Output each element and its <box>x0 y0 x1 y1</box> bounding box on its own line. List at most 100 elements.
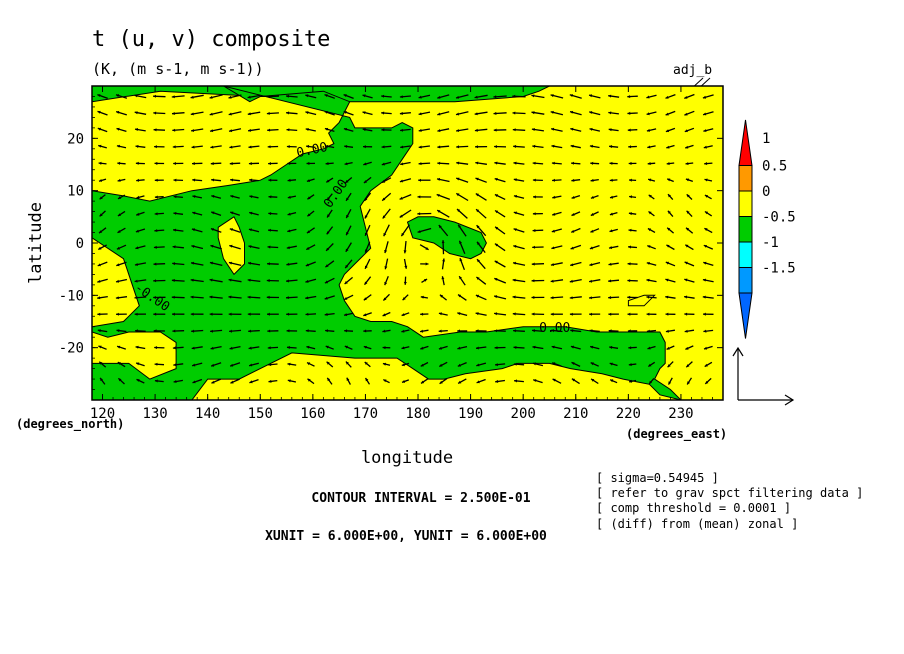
wind-vector <box>475 346 487 350</box>
wind-vector <box>703 128 714 132</box>
negative-region-2 <box>406 216 487 260</box>
wind-vector <box>211 194 222 199</box>
wind-vector <box>117 210 126 217</box>
wind-vector <box>115 296 128 300</box>
wind-vector <box>702 278 714 283</box>
wind-vector <box>248 245 260 250</box>
wind-vector <box>532 178 543 182</box>
wind-vector <box>287 211 297 216</box>
wind-vector <box>325 144 335 149</box>
wind-vector <box>229 211 241 216</box>
wind-vector <box>648 210 655 217</box>
wind-vector <box>381 111 392 115</box>
wind-vector <box>666 227 675 234</box>
wind-vector <box>648 377 655 385</box>
wind-vector <box>441 276 445 286</box>
wind-vector <box>249 211 259 216</box>
wind-vector <box>552 378 562 384</box>
wind-vector <box>345 208 352 219</box>
wind-vector <box>685 162 694 166</box>
wind-vector <box>326 226 334 235</box>
wind-vector <box>135 144 146 148</box>
wind-vector <box>399 209 412 218</box>
wind-vector <box>665 127 676 133</box>
wind-vector <box>684 261 695 267</box>
wind-vector <box>135 345 146 350</box>
annotation-filter: [ refer to grav spct filtering data ] <box>596 486 863 500</box>
wind-vector <box>552 211 562 216</box>
wind-vector <box>286 145 297 149</box>
wind-vector <box>173 363 184 367</box>
wind-vector <box>134 262 147 266</box>
wind-vector <box>531 262 545 266</box>
wind-vector <box>400 161 411 166</box>
wind-vector <box>171 112 185 115</box>
wind-vector <box>493 128 507 132</box>
wind-vector <box>305 111 317 116</box>
wind-vector <box>667 193 674 201</box>
wind-vector <box>628 145 637 149</box>
wind-vector <box>400 128 411 132</box>
wind-vector <box>229 329 242 333</box>
wind-vector <box>192 211 203 216</box>
wind-vector <box>191 245 204 250</box>
wind-vector <box>305 261 316 267</box>
wind-vector <box>326 361 334 368</box>
wind-vector <box>704 194 712 200</box>
wind-vector <box>570 329 582 333</box>
wind-vector <box>154 145 165 149</box>
wind-vector <box>326 209 333 218</box>
wind-vector <box>512 261 526 266</box>
wind-vector <box>704 178 713 182</box>
wind-vector <box>117 194 126 200</box>
x-unit-label: (degrees_east) <box>626 427 727 442</box>
wind-vector <box>569 296 582 300</box>
wind-vector <box>609 379 618 384</box>
wind-vector <box>363 176 372 184</box>
colorbar-label: -1.5 <box>762 261 796 277</box>
wind-vector <box>457 224 467 237</box>
wind-vector <box>441 258 446 270</box>
wind-vector <box>647 345 656 350</box>
wind-vector <box>190 278 204 283</box>
wind-vector <box>703 329 714 333</box>
wind-vector <box>551 329 563 333</box>
wind-vector <box>364 377 371 385</box>
wind-vector <box>173 211 184 215</box>
wind-vector <box>135 161 145 165</box>
wind-vector <box>287 161 297 165</box>
wind-vector <box>475 161 487 165</box>
wind-vector <box>228 312 242 316</box>
wind-vector <box>247 111 261 116</box>
wind-vector <box>532 362 544 367</box>
wind-vector <box>569 110 582 116</box>
wind-vector <box>665 278 676 283</box>
wind-vector <box>686 193 693 200</box>
wind-vector <box>98 227 107 234</box>
wind-vector <box>306 227 315 234</box>
wind-vector <box>684 93 695 100</box>
wind-vector <box>666 178 674 183</box>
wind-vector <box>608 245 619 250</box>
wind-vector <box>494 161 506 165</box>
wind-vector <box>228 128 242 133</box>
x-tick-label: 230 <box>668 406 693 422</box>
wind-vector <box>229 345 241 350</box>
wind-vector <box>134 111 147 115</box>
wind-vector <box>248 128 260 132</box>
x-axis-label: longitude <box>361 448 453 468</box>
wind-vector <box>512 128 526 132</box>
colorbar-label: 1 <box>762 131 770 147</box>
colorbar-swatch <box>738 267 753 294</box>
wind-vector <box>476 378 486 384</box>
wind-vector <box>172 145 184 149</box>
wind-vector <box>116 329 127 333</box>
wind-vector <box>589 127 601 132</box>
wind-vector <box>666 144 675 149</box>
wind-vector <box>420 361 429 367</box>
wind-vector <box>684 278 695 283</box>
wind-vector <box>608 111 619 115</box>
wind-vector <box>588 279 601 283</box>
wind-vector <box>589 329 600 333</box>
wind-vector <box>384 276 389 286</box>
